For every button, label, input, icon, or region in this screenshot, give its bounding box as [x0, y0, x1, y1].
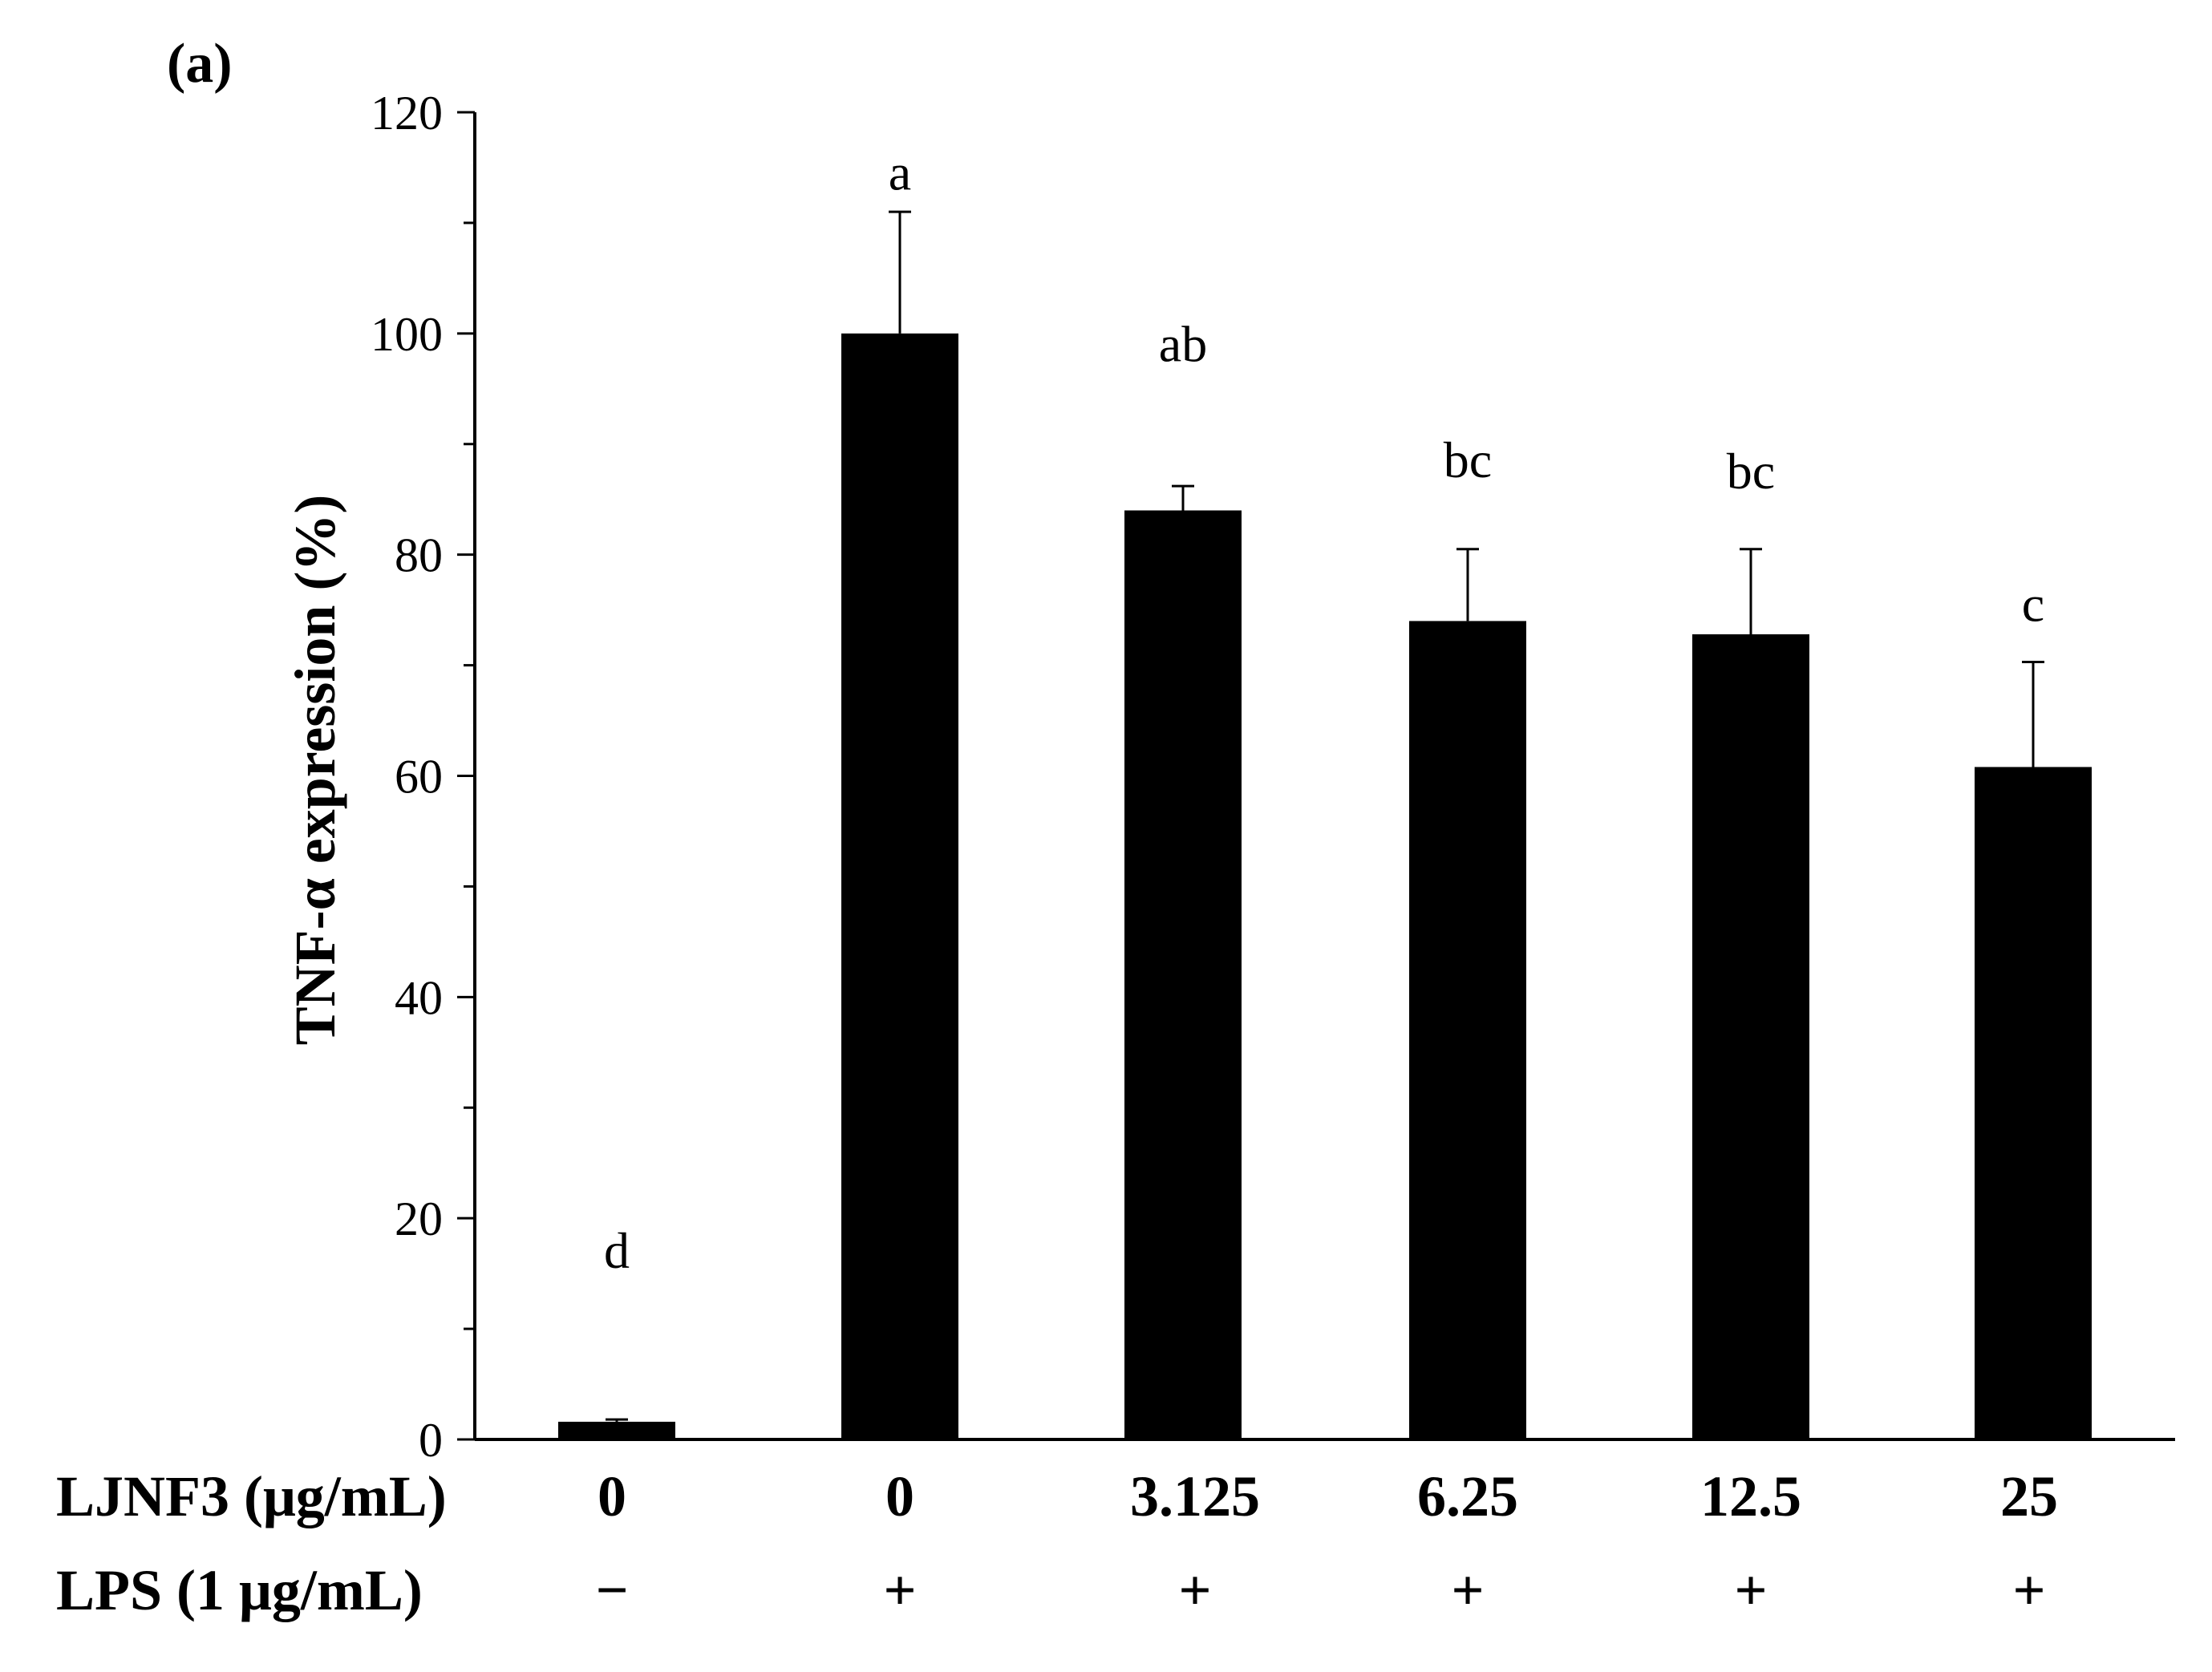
bar — [558, 1421, 675, 1439]
lps-sign-label: + — [1734, 1558, 1767, 1622]
ljnf3-row-title: LJNF3 (μg/mL) — [56, 1464, 447, 1528]
lps-sign-label: + — [1451, 1558, 1484, 1622]
bar-series — [558, 333, 2092, 1439]
lps-sign-label: − — [595, 1558, 628, 1622]
ljnf3-dose-label: 6.25 — [1417, 1464, 1518, 1528]
bar — [1124, 510, 1242, 1439]
significance-label: ab — [1159, 315, 1207, 372]
y-tick-label: 80 — [395, 529, 443, 582]
bar — [1692, 634, 1809, 1439]
y-tick-label: 20 — [395, 1192, 443, 1245]
significance-label: a — [889, 144, 911, 201]
y-tick-label: 100 — [371, 308, 443, 361]
panel-label: (a) — [167, 33, 233, 95]
y-tick-label: 40 — [395, 971, 443, 1024]
lps-row-title: LPS (1 μg/mL) — [56, 1558, 423, 1622]
bar — [841, 333, 958, 1439]
ljnf3-dose-label: 12.5 — [1700, 1464, 1801, 1528]
ljnf3-dose-label: 3.125 — [1130, 1464, 1260, 1528]
significance-label: d — [604, 1222, 630, 1279]
significance-labels: d a ab bc bc c — [604, 144, 2044, 1280]
y-tick-label: 60 — [395, 751, 443, 804]
treatment-table: LJNF3 (μg/mL) 0 0 3.125 6.25 12.5 25 LPS (1 μg/… — [56, 1464, 2058, 1622]
y-axis-label: TNF-α expression (%) — [283, 495, 347, 1046]
ljnf3-dose-label: 0 — [885, 1464, 914, 1528]
significance-label: bc — [1444, 431, 1492, 488]
ljnf3-dose-label: 25 — [2000, 1464, 2058, 1528]
lps-sign-label: + — [883, 1558, 916, 1622]
significance-label: bc — [1727, 443, 1775, 500]
significance-label: c — [2022, 575, 2044, 632]
y-axis: 0 20 40 60 80 100 120 — [371, 87, 476, 1467]
y-tick-label: 120 — [371, 87, 443, 140]
lps-sign-label: + — [1178, 1558, 1211, 1622]
ljnf3-dose-label: 0 — [598, 1464, 626, 1528]
bar — [1975, 767, 2092, 1439]
y-tick-label: 0 — [419, 1414, 443, 1467]
lps-sign-label: + — [2012, 1558, 2045, 1622]
bar — [1409, 621, 1526, 1439]
error-bar-series — [606, 210, 2044, 1422]
